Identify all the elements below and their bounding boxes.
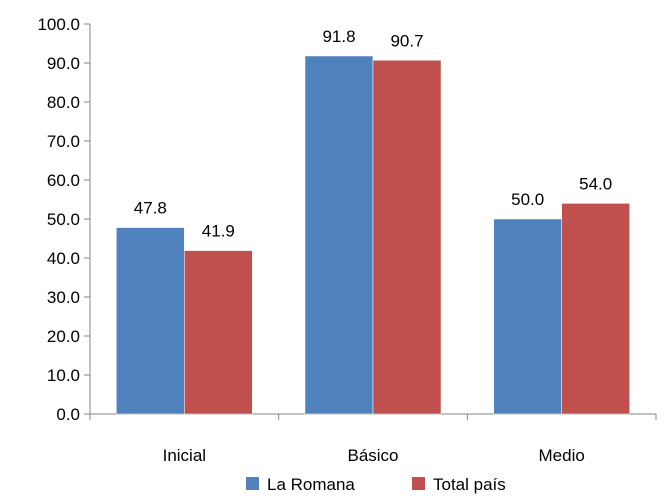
y-tick-label: 70.0 [47,132,80,151]
data-label: 91.8 [322,27,355,46]
y-tick-label: 40.0 [47,249,80,268]
y-tick-label: 30.0 [47,288,80,307]
legend-swatch [246,477,259,490]
legend-label: Total país [433,475,506,494]
bar-series-1 [304,55,374,415]
y-tick-label: 80.0 [47,93,80,112]
bar-series-1 [493,218,562,415]
data-label: 50.0 [511,190,544,209]
bar-series-2 [372,60,442,415]
y-tick-label: 20.0 [47,327,80,346]
y-tick-label: 10.0 [47,366,80,385]
y-tick-label: 60.0 [47,171,80,190]
y-axis: 0.0 10.0 20.0 30.0 40.0 50.0 60.0 70.0 80.0 90.0 1… [37,15,91,424]
x-category-label: Básico [347,446,398,465]
data-labels: 47.8 41.9 91.8 90.7 50.0 54.0 [134,27,612,241]
bar-series-2 [561,203,630,415]
bar-series-1 [116,227,185,415]
y-tick-label: 0.0 [56,405,80,424]
data-label: 41.9 [202,222,235,241]
x-axis: Inicial Básico Medio [89,413,657,465]
legend-swatch [412,477,425,490]
y-tick-label: 100.0 [37,15,80,34]
data-label: 47.8 [134,199,167,218]
data-label: 54.0 [579,174,612,193]
bar-series-2 [184,250,253,415]
legend-label: La Romana [267,475,355,494]
y-tick-label: 50.0 [47,210,80,229]
x-category-label: Inicial [163,446,206,465]
y-tick-label: 90.0 [47,54,80,73]
legend: La Romana Total país [246,475,506,494]
bars [116,55,630,415]
data-label: 90.7 [390,31,423,50]
x-category-label: Medio [539,446,585,465]
